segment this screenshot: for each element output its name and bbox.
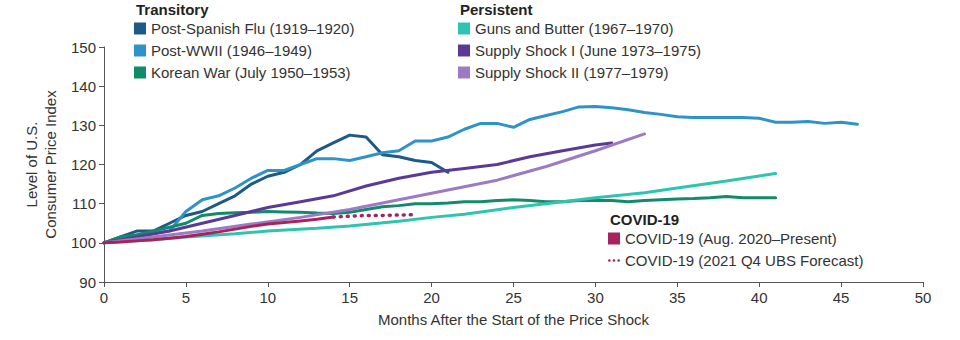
svg-text:110: 110 <box>72 195 96 212</box>
svg-text:Level of U.S.: Level of U.S. <box>23 122 40 208</box>
svg-text:35: 35 <box>669 289 686 306</box>
svg-text:40: 40 <box>751 289 768 306</box>
svg-text:130: 130 <box>71 117 96 134</box>
svg-text:45: 45 <box>833 289 850 306</box>
svg-text:COVID-19 (2021 Q4 UBS Forecast: COVID-19 (2021 Q4 UBS Forecast) <box>625 252 863 269</box>
svg-text:90: 90 <box>79 274 96 291</box>
svg-text:30: 30 <box>587 289 604 306</box>
svg-text:COVID-19 (Aug. 2020–Present): COVID-19 (Aug. 2020–Present) <box>625 230 837 247</box>
svg-text:Supply Shock II (1977–1979): Supply Shock II (1977–1979) <box>475 64 668 81</box>
svg-text:Post-WWII (1946–1949): Post-WWII (1946–1949) <box>151 42 312 59</box>
svg-text:Post-Spanish Flu (1919–1920): Post-Spanish Flu (1919–1920) <box>151 20 354 37</box>
svg-text:15: 15 <box>341 289 358 306</box>
svg-text:Months After the Start of the: Months After the Start of the Price Shoc… <box>378 311 649 328</box>
svg-text:150: 150 <box>71 39 96 56</box>
svg-text:20: 20 <box>423 289 440 306</box>
svg-text:140: 140 <box>71 78 96 95</box>
svg-text:50: 50 <box>915 289 932 306</box>
svg-text:5: 5 <box>182 289 190 306</box>
svg-text:COVID-19: COVID-19 <box>610 211 679 228</box>
svg-text:10: 10 <box>259 289 276 306</box>
svg-text:0: 0 <box>100 289 108 306</box>
svg-text:Supply Shock I (June 1973–1975: Supply Shock I (June 1973–1975) <box>475 42 701 59</box>
svg-text:25: 25 <box>505 289 522 306</box>
svg-text:Korean War (July 1950–1953): Korean War (July 1950–1953) <box>151 64 351 81</box>
svg-text:120: 120 <box>71 156 96 173</box>
svg-text:Transitory: Transitory <box>136 1 209 18</box>
svg-text:Guns and Butter (1967–1970): Guns and Butter (1967–1970) <box>475 20 673 37</box>
svg-text:Consumer Price Index: Consumer Price Index <box>42 90 59 239</box>
svg-text:100: 100 <box>71 234 96 251</box>
svg-text:Persistent: Persistent <box>460 1 533 18</box>
